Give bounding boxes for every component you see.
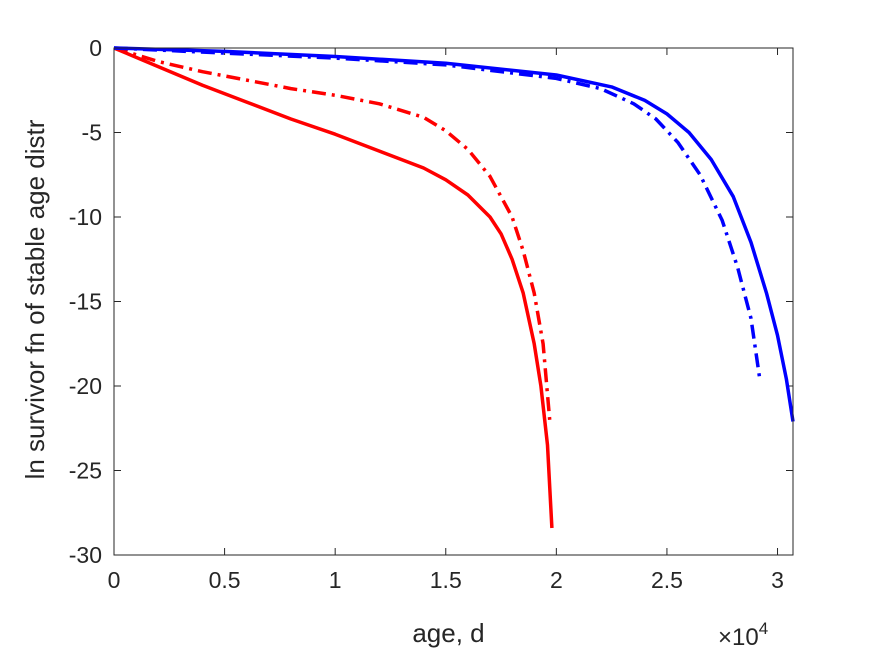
- x-tick-label: 1.5: [430, 567, 462, 593]
- series-line-4: [113, 46, 762, 380]
- y-tick-label: -20: [69, 373, 102, 399]
- x-multiplier-exponent: 4: [759, 619, 768, 638]
- y-axis-label: ln survivor fn of stable age distr: [20, 119, 50, 479]
- x-tick-label: 2: [550, 567, 563, 593]
- y-tick-label: -30: [69, 542, 102, 568]
- y-tick-label: 0: [89, 35, 102, 61]
- x-tick-label: 0.5: [209, 567, 241, 593]
- series-group: [113, 46, 795, 529]
- x-tick-label: 0: [108, 567, 121, 593]
- x-axis-multiplier: ×104: [718, 619, 768, 651]
- x-tick-label: 1: [329, 567, 342, 593]
- series-line-3: [113, 46, 795, 422]
- x-axis-label: age, d: [412, 618, 484, 648]
- series-line-1: [113, 46, 554, 529]
- x-tick-label: 2.5: [651, 567, 683, 593]
- series-line-2: [113, 46, 552, 420]
- y-tick-label: -15: [69, 289, 102, 315]
- tick-labels: 0 0.5 1 1.5 2 2.5 3 0 -5 -10 -15 -20 -25 -30: [69, 35, 784, 593]
- y-tick-label: -5: [82, 120, 102, 146]
- x-multiplier-base: ×10: [718, 624, 759, 651]
- x-tick-label: 3: [771, 567, 784, 593]
- y-tick-label: -10: [69, 204, 102, 230]
- axis-ticks: [113, 47, 793, 556]
- y-tick-label: -25: [69, 458, 102, 484]
- plot-area: [113, 47, 794, 556]
